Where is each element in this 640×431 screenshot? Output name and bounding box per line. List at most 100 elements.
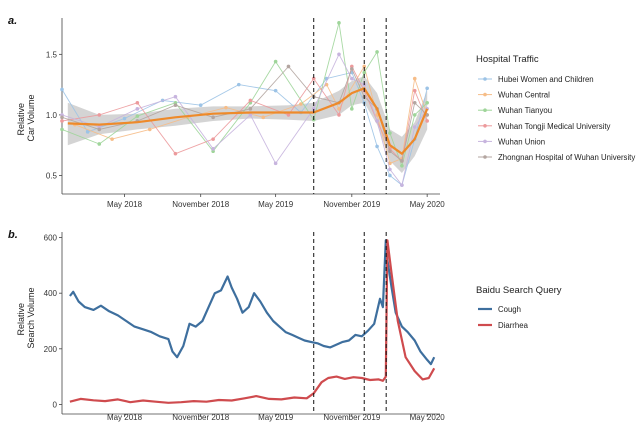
data-point — [425, 100, 429, 105]
data-point — [350, 76, 354, 81]
x-tick-label: November 2018 — [172, 413, 229, 422]
data-point — [425, 113, 429, 117]
data-point — [412, 100, 417, 105]
data-point — [425, 86, 429, 91]
data-point — [97, 142, 102, 146]
x-tick-label: November 2019 — [323, 413, 380, 422]
panel-b-ylabel-line1: Relative — [16, 303, 26, 336]
x-tick-label: May 2018 — [107, 200, 143, 209]
legend-entry: Wuhan Central — [498, 91, 550, 100]
series-line — [69, 239, 436, 366]
data-point — [273, 59, 278, 64]
data-point — [412, 125, 417, 129]
data-point — [286, 64, 291, 69]
data-point — [400, 183, 404, 187]
data-point — [198, 103, 203, 108]
data-point — [412, 88, 417, 93]
panel-a: a. Relative Car Volume 0.5 1.0 1.5 May 2018… — [8, 15, 635, 209]
panel-a-letter: a. — [8, 15, 17, 27]
series-3 — [60, 64, 429, 163]
data-point — [350, 67, 354, 71]
data-point — [110, 137, 114, 141]
panel-a-axes: 0.5 1.0 1.5 May 2018 November 2018 May 2019 No… — [46, 18, 445, 209]
data-point — [412, 113, 417, 117]
legend-entry: Zhongnan Hospital of Wuhan University — [498, 153, 635, 162]
trend-line — [67, 87, 429, 155]
series-0 — [69, 239, 436, 366]
panel-b-axes: 0 200 400 600 May 2018 November 2018 May 2019 N… — [44, 232, 446, 422]
y-tick-label: 200 — [44, 345, 58, 354]
legend-key-point — [483, 139, 487, 144]
legend-entry: Wuhan Union — [498, 137, 545, 146]
data-point — [337, 21, 341, 25]
series-line — [69, 239, 436, 404]
legend-entry: Diarrhea — [498, 321, 529, 330]
data-point — [211, 147, 215, 151]
data-point — [135, 100, 140, 105]
x-tick-label: May 2018 — [107, 413, 143, 422]
panel-a-trend — [67, 87, 429, 155]
data-point — [337, 113, 341, 117]
panel-a-legend-title: Hospital Traffic — [476, 54, 539, 65]
panel-b-series — [69, 239, 436, 404]
legend-entry: Hubei Women and Children — [498, 75, 594, 84]
data-point — [211, 137, 215, 141]
legend-key-point — [483, 124, 487, 128]
x-tick-label: May 2019 — [258, 413, 294, 422]
data-point — [60, 127, 64, 132]
data-point — [135, 114, 140, 118]
legend-entry: Wuhan Tianyou — [498, 106, 552, 115]
panel-a-legend: Hospital Traffic Hubei Women and Childre… — [476, 54, 635, 162]
x-tick-label: May 2020 — [410, 413, 446, 422]
series-line — [61, 66, 428, 162]
trend-confidence-band — [67, 76, 428, 173]
y-tick-label: 0.5 — [46, 171, 58, 180]
x-tick-label: May 2020 — [410, 200, 446, 209]
data-point — [248, 113, 253, 117]
data-point — [173, 103, 178, 108]
panel-a-vlines — [313, 18, 387, 194]
data-point — [97, 113, 102, 117]
data-point — [248, 98, 253, 103]
data-point — [147, 127, 152, 132]
data-point — [412, 76, 417, 81]
data-point — [362, 70, 367, 75]
data-point — [337, 107, 341, 111]
legend-entry: Wuhan Tongji Medical University — [498, 122, 610, 131]
data-point — [261, 115, 266, 120]
data-point — [375, 119, 379, 123]
data-point — [362, 64, 367, 69]
data-point — [311, 107, 316, 111]
panel-b-legend-title: Baidu Search Query — [476, 285, 562, 296]
panel-a-confidence-band — [67, 76, 428, 173]
data-point — [60, 119, 64, 123]
panel-b-letter: b. — [8, 229, 18, 241]
y-tick-label: 600 — [44, 234, 58, 243]
data-point — [375, 144, 379, 149]
legend-key-point — [483, 77, 487, 81]
series-4 — [60, 52, 429, 187]
panel-b-ylabel: Relative Search Volume — [16, 287, 36, 348]
data-point — [350, 107, 354, 111]
series-line — [61, 66, 428, 162]
legend-entry: Cough — [498, 305, 521, 314]
panel-a-ylabel-line1: Relative — [16, 103, 26, 136]
data-point — [135, 107, 140, 111]
data-point — [173, 151, 178, 156]
y-tick-label: 400 — [44, 289, 58, 298]
data-point — [299, 102, 303, 106]
data-point — [224, 105, 228, 110]
data-point — [122, 116, 127, 121]
data-point — [388, 167, 392, 172]
panel-b-legend: Baidu Search Query Cough Diarrhea — [476, 285, 562, 330]
y-tick-label: 1.0 — [46, 111, 58, 120]
x-tick-label: November 2019 — [323, 200, 380, 209]
data-point — [286, 113, 291, 117]
data-point — [60, 115, 64, 120]
legend-key-point — [483, 155, 487, 159]
x-tick-label: May 2019 — [258, 200, 294, 209]
data-point — [236, 82, 241, 87]
x-tick-label: November 2018 — [172, 200, 229, 209]
data-point — [273, 88, 278, 93]
